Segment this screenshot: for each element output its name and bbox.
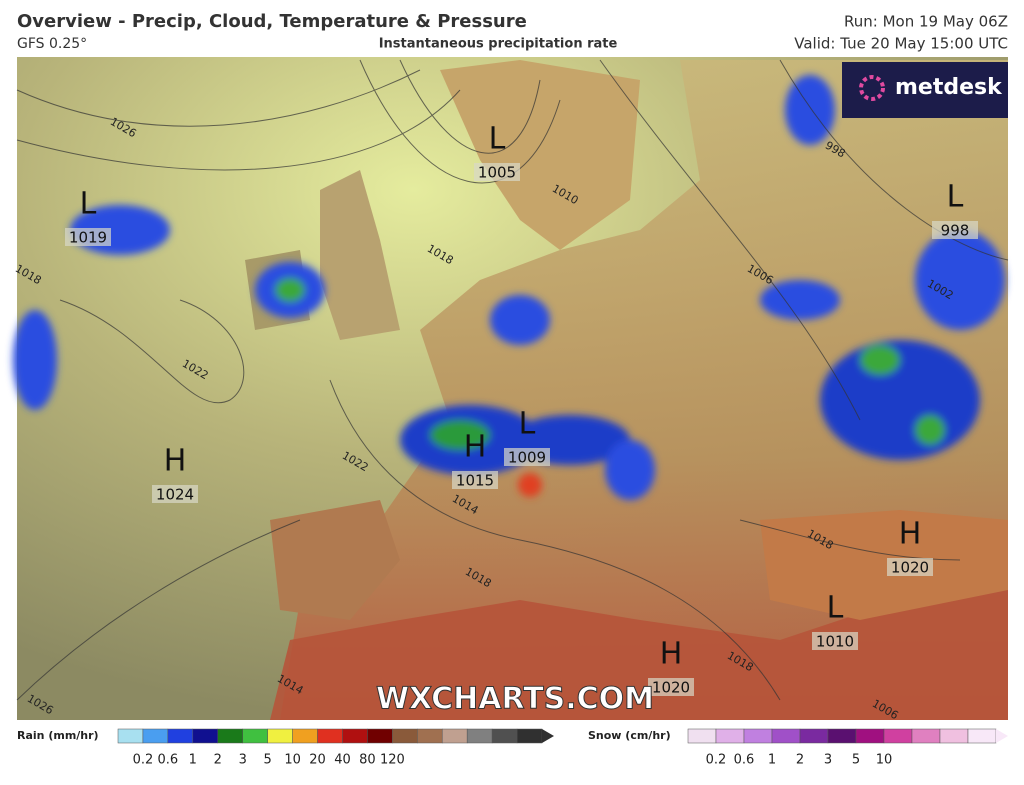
pressure-value: 1015 (456, 472, 494, 490)
land-africa (270, 580, 1008, 720)
pressure-value: 998 (941, 222, 970, 240)
pressure-value: 1020 (891, 559, 929, 577)
colorbar-tick-label: 80 (359, 753, 376, 768)
colorbar-swatch (491, 728, 518, 744)
pressure-value-box (812, 632, 858, 650)
pressure-value: 1010 (816, 633, 854, 651)
colorbar-swatch (367, 728, 393, 744)
colorbar-tick-label: 0.2 (133, 753, 154, 768)
colorbar-tick-label: 0.2 (706, 753, 727, 768)
colorbar-swatch (392, 728, 418, 744)
pressure-symbol: L (519, 407, 536, 442)
colorbar-tick-label: 5 (264, 753, 272, 768)
colorbar-arrow (542, 729, 554, 743)
isobars (16, 59, 1009, 701)
colorbar-swatch (242, 728, 268, 744)
colorbar-swatch (167, 728, 194, 744)
colorbar-swatch (317, 728, 343, 744)
colorbar-swatch (911, 728, 941, 744)
pressure-symbol: H (660, 637, 683, 672)
colorbar-swatch (217, 728, 243, 744)
land-iberia (270, 500, 400, 620)
pressure-value-box (648, 678, 694, 696)
colorbar-swatch (771, 728, 801, 744)
pressure-value-box (452, 471, 498, 489)
logo-box (842, 62, 1008, 118)
colorbar-arrow (996, 729, 1008, 743)
colorbar-swatch (939, 728, 969, 744)
watermark: WXCHARTS.COM (376, 682, 654, 717)
colorbar-tick-label: 40 (334, 753, 351, 768)
colorbar-swatch (967, 728, 997, 744)
map (13, 57, 1009, 720)
pressure-symbol: L (827, 591, 844, 626)
colorbar-tick-label: 3 (824, 753, 832, 768)
colorbar-swatch (117, 728, 144, 744)
title: Overview - Precip, Cloud, Temperature & … (17, 11, 527, 32)
land-turkey (760, 510, 1008, 620)
colorbar-tick-label: 10 (876, 753, 893, 768)
colorbar-swatch (192, 728, 219, 744)
logo: metdesk (895, 75, 1003, 100)
pressure-value: 1019 (69, 229, 107, 247)
rain-legend-label: Rain (mm/hr) (17, 729, 99, 742)
colorbar-tick-label: 120 (380, 753, 405, 768)
colorbar-tick-label: 20 (309, 753, 326, 768)
colorbar-tick-label: 1 (189, 753, 197, 768)
colorbar-swatch (743, 728, 773, 744)
colorbar-swatch (516, 728, 543, 744)
colorbar-tick-label: 5 (852, 753, 860, 768)
colorbar-swatch (466, 728, 493, 744)
colorbar-swatch (687, 728, 717, 744)
subtitle: Instantaneous precipitation rate (379, 37, 618, 52)
colorbar-tick-label: 2 (796, 753, 804, 768)
colorbar-tick-label: 0.6 (734, 753, 755, 768)
pressure-symbol: H (164, 444, 187, 479)
pressure-value: 1005 (478, 164, 516, 182)
colorbar-swatch (799, 728, 829, 744)
pressure-value-box (474, 163, 520, 181)
pressure-symbol: L (489, 122, 506, 157)
pressure-value: 1020 (652, 679, 690, 697)
logo-icon (859, 75, 885, 101)
colorbar-swatch (417, 728, 443, 744)
pressure-value-box (65, 228, 111, 246)
pressure-symbol: L (947, 180, 964, 215)
colorbar-tick-label: 10 (284, 753, 301, 768)
pressure-value-box (504, 448, 550, 466)
pressure-symbol: H (464, 430, 487, 465)
valid: Valid: Tue 20 May 15:00 UTC (794, 35, 1008, 53)
pressure-symbol: L (80, 187, 97, 222)
colorbar-swatch (342, 728, 368, 744)
colorbar-swatch (441, 728, 468, 744)
pressure-value-box (932, 221, 978, 239)
colorbar-tick-label: 2 (214, 753, 222, 768)
colorbar-tick-label: 3 (239, 753, 247, 768)
snow-colorbar: 0.2 0.6 1 2 3 5 10 (687, 728, 1008, 768)
pressure-value: 1009 (508, 449, 546, 467)
snow-legend-label: Snow (cm/hr) (588, 729, 671, 742)
run: Run: Mon 19 May 06Z (844, 13, 1008, 31)
rain-colorbar: 0.2 0.6 1 2 3 5 10 20 40 80 120 (117, 728, 554, 768)
pressure-value-box (152, 485, 198, 503)
pressure-value-box (887, 558, 933, 576)
land-scandinavia (440, 60, 640, 250)
colorbar-swatch (292, 728, 318, 744)
pressure-symbol: H (899, 517, 922, 552)
colorbar-swatch (142, 728, 169, 744)
colorbar-swatch (883, 728, 913, 744)
model: GFS 0.25° (17, 36, 87, 52)
colorbar-swatch (267, 728, 293, 744)
colorbar-tick-label: 1 (768, 753, 776, 768)
colorbar-swatch (855, 728, 885, 744)
pressure-value: 1024 (156, 486, 194, 504)
colorbar-swatch (827, 728, 857, 744)
land-britain (320, 170, 400, 340)
colorbar-tick-label: 0.6 (158, 753, 179, 768)
colorbar-swatch (715, 728, 745, 744)
